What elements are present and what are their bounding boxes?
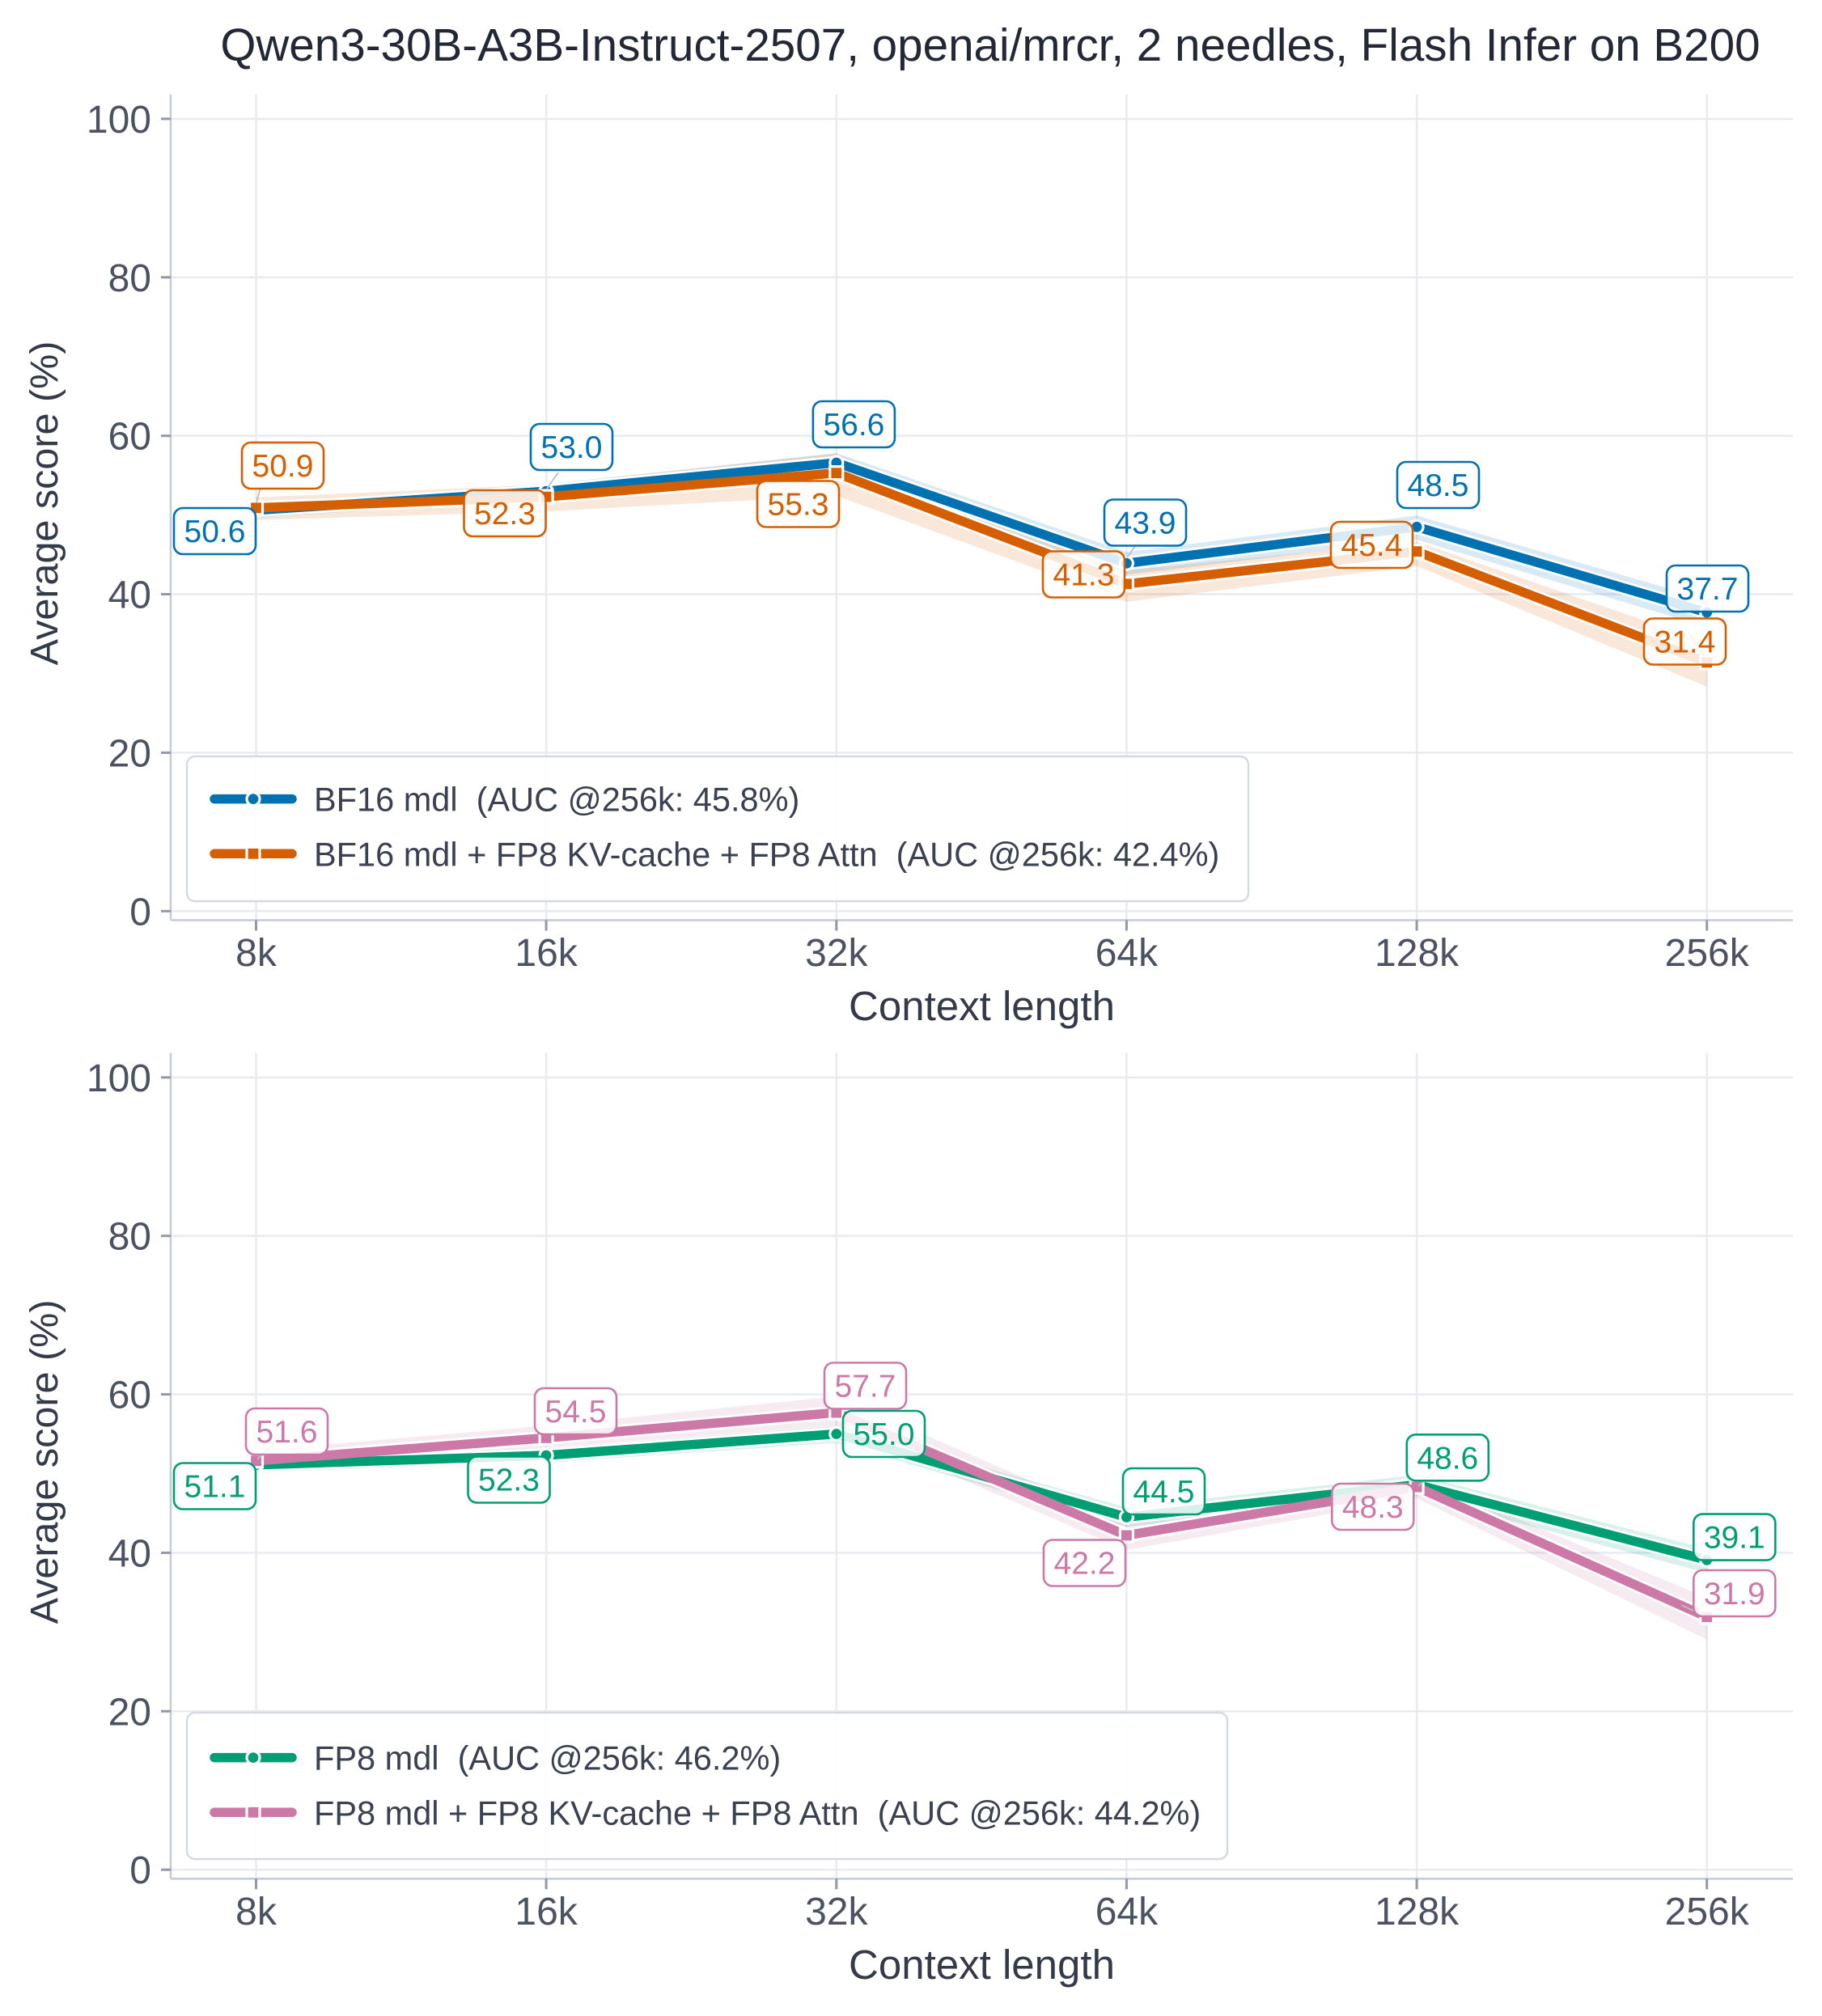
svg-text:50.9: 50.9 bbox=[252, 449, 314, 484]
svg-text:8k: 8k bbox=[235, 1891, 278, 1933]
svg-text:256k: 256k bbox=[1665, 1891, 1750, 1933]
svg-text:BF16 mdl (AUC @256k: 45.8%): BF16 mdl (AUC @256k: 45.8%) bbox=[314, 781, 799, 819]
svg-text:FP8 mdl + FP8 KV-cache + FP8 A: FP8 mdl + FP8 KV-cache + FP8 Attn (AUC @… bbox=[314, 1794, 1201, 1832]
svg-text:54.5: 54.5 bbox=[545, 1395, 607, 1429]
svg-text:20: 20 bbox=[108, 1691, 151, 1734]
svg-text:31.4: 31.4 bbox=[1655, 625, 1716, 660]
svg-text:8k: 8k bbox=[235, 932, 278, 975]
svg-text:16k: 16k bbox=[515, 1891, 578, 1933]
svg-text:20: 20 bbox=[108, 732, 151, 775]
svg-text:BF16 mdl + FP8 KV-cache + FP8: BF16 mdl + FP8 KV-cache + FP8 Attn (AUC … bbox=[314, 835, 1219, 873]
svg-text:Average score (%): Average score (%) bbox=[23, 341, 66, 666]
svg-text:39.1: 39.1 bbox=[1704, 1521, 1765, 1556]
svg-text:100: 100 bbox=[87, 99, 151, 142]
svg-text:55.3: 55.3 bbox=[768, 488, 829, 523]
svg-text:40: 40 bbox=[108, 1532, 151, 1575]
svg-text:32k: 32k bbox=[805, 1891, 868, 1933]
svg-text:53.0: 53.0 bbox=[541, 430, 603, 465]
svg-text:32k: 32k bbox=[805, 932, 868, 975]
svg-text:64k: 64k bbox=[1095, 932, 1159, 975]
svg-text:37.7: 37.7 bbox=[1677, 572, 1739, 607]
svg-text:51.1: 51.1 bbox=[184, 1470, 246, 1505]
svg-text:44.5: 44.5 bbox=[1133, 1475, 1195, 1510]
svg-text:Average score (%): Average score (%) bbox=[23, 1300, 66, 1624]
svg-text:56.6: 56.6 bbox=[823, 408, 884, 443]
svg-text:128k: 128k bbox=[1375, 932, 1460, 975]
svg-text:16k: 16k bbox=[515, 932, 578, 975]
svg-text:52.3: 52.3 bbox=[474, 497, 536, 532]
svg-text:51.6: 51.6 bbox=[256, 1415, 318, 1450]
svg-text:40: 40 bbox=[108, 574, 151, 617]
svg-text:256k: 256k bbox=[1665, 932, 1750, 975]
svg-text:128k: 128k bbox=[1375, 1891, 1460, 1933]
svg-text:60: 60 bbox=[108, 1374, 151, 1417]
svg-text:48.3: 48.3 bbox=[1342, 1490, 1404, 1525]
svg-text:80: 80 bbox=[108, 257, 151, 300]
svg-text:FP8 mdl (AUC @256k: 46.2%): FP8 mdl (AUC @256k: 46.2%) bbox=[314, 1739, 781, 1777]
svg-text:45.4: 45.4 bbox=[1341, 528, 1403, 563]
svg-text:60: 60 bbox=[108, 416, 151, 459]
svg-text:Context length: Context length bbox=[849, 983, 1115, 1029]
svg-text:42.2: 42.2 bbox=[1054, 1547, 1116, 1582]
svg-text:43.9: 43.9 bbox=[1115, 506, 1176, 541]
svg-text:57.7: 57.7 bbox=[835, 1370, 896, 1404]
svg-text:48.6: 48.6 bbox=[1417, 1441, 1478, 1476]
svg-text:0: 0 bbox=[129, 1849, 151, 1892]
svg-text:50.6: 50.6 bbox=[184, 515, 246, 549]
svg-text:Qwen3-30B-A3B-Instruct-2507, o: Qwen3-30B-A3B-Instruct-2507, openai/mrcr… bbox=[220, 19, 1760, 70]
svg-text:Context length: Context length bbox=[849, 1942, 1115, 1988]
svg-text:100: 100 bbox=[87, 1057, 151, 1100]
svg-text:52.3: 52.3 bbox=[478, 1463, 540, 1498]
svg-text:0: 0 bbox=[129, 891, 151, 934]
svg-text:31.9: 31.9 bbox=[1704, 1577, 1765, 1612]
svg-text:41.3: 41.3 bbox=[1053, 558, 1115, 593]
svg-text:48.5: 48.5 bbox=[1408, 468, 1469, 503]
svg-text:64k: 64k bbox=[1095, 1891, 1159, 1933]
svg-text:80: 80 bbox=[108, 1216, 151, 1259]
svg-text:55.0: 55.0 bbox=[854, 1417, 915, 1452]
